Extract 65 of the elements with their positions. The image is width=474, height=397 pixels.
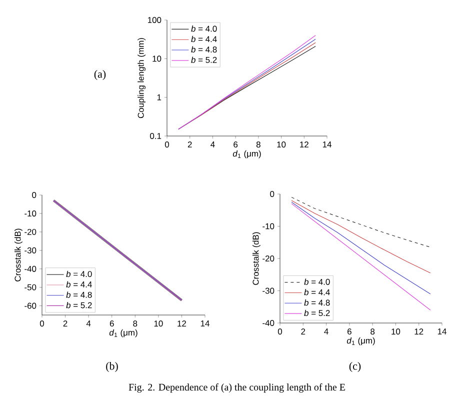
y-tick-label: -40 (24, 266, 36, 272)
x-axis-title: d$_{1}$ (μm) (109, 329, 138, 338)
x-tick-label: 12 (414, 328, 424, 334)
legend-label: b = 4.4 (304, 289, 330, 296)
x-tick-label: 10 (392, 328, 400, 335)
x-tick-label: 2 (188, 142, 192, 148)
y-axis-title: Crosstalk (dB) (14, 228, 22, 282)
y-tick-label: 1 (157, 94, 162, 100)
x-tick-label: 0 (278, 328, 282, 335)
caption: Fig. 2. Dependence of (a) the coupling length of the E (128, 383, 345, 393)
x-tick-label: 8 (370, 328, 375, 335)
x-tick-label: 8 (256, 142, 260, 148)
x-tick-label: 0 (40, 320, 44, 327)
text: (a) (94, 70, 106, 80)
x-tick-label: 4 (86, 320, 91, 326)
y-tick-label: -20 (24, 228, 36, 235)
x-tick-label: 6 (234, 142, 238, 148)
legend-label: b = 4.8 (304, 299, 330, 306)
y-tick-label: 0 (32, 192, 36, 198)
legend-label: b = 4.0 (66, 270, 92, 278)
text: (b) (106, 362, 118, 372)
y-tick-label: -20 (262, 256, 274, 262)
legend-label: b = 4.0 (304, 278, 330, 285)
y-axis-title: Crosstalk (dB) (252, 232, 260, 285)
x-tick-label: 14 (200, 320, 210, 326)
text: (c) (349, 362, 361, 372)
x-tick-label: 4 (324, 328, 328, 334)
x-tick-label: 6 (348, 328, 352, 335)
legend-label: b = 5.2 (304, 310, 330, 316)
line-series (291, 200, 431, 274)
legend-label: b = 4.8 (191, 46, 217, 53)
x-tick-label: 12 (300, 142, 308, 148)
x-tick-label: 14 (438, 328, 446, 334)
x-tick-label: 2 (301, 328, 306, 334)
legend-label: b = 4.8 (66, 292, 92, 298)
line-series (291, 203, 431, 310)
x-tick-label: 12 (178, 320, 186, 326)
y-axis-title: Coupling length (mm) (138, 38, 146, 118)
x-tick-label: 0 (164, 142, 170, 148)
line-series (291, 196, 431, 248)
y-tick-label: -10 (24, 210, 36, 216)
y-tick-label: 0.1 (150, 133, 162, 139)
legend-label: b = 4.4 (191, 36, 217, 42)
line-series (291, 202, 431, 294)
x-tick-label: 6 (110, 320, 114, 327)
y-tick-label: -60 (24, 302, 36, 309)
y-tick-label: 10 (152, 56, 162, 62)
y-tick-label: -40 (262, 320, 274, 326)
y-tick-label: -30 (24, 247, 36, 254)
x-tick-label: 8 (133, 320, 138, 327)
legend-label: b = 4.0 (191, 26, 217, 32)
x-axis-title: d$_{1}$ (μm) (346, 337, 375, 346)
y-tick-label: 100 (148, 17, 162, 23)
y-tick-label: -10 (262, 223, 274, 230)
y-tick-label: 0 (270, 191, 274, 197)
legend-label: b = 5.2 (191, 56, 217, 63)
y-tick-label: -30 (262, 288, 274, 294)
legend-label: b = 5.2 (66, 302, 92, 308)
y-tick-label: -50 (24, 284, 36, 290)
x-tick-label: 14 (322, 142, 332, 148)
x-tick-label: 2 (63, 320, 68, 326)
x-tick-label: 10 (277, 142, 286, 148)
legend-label: b = 4.4 (66, 281, 92, 288)
x-axis-title: d$_{1}$ (μm) (232, 150, 261, 158)
x-tick-label: 4 (210, 142, 215, 148)
